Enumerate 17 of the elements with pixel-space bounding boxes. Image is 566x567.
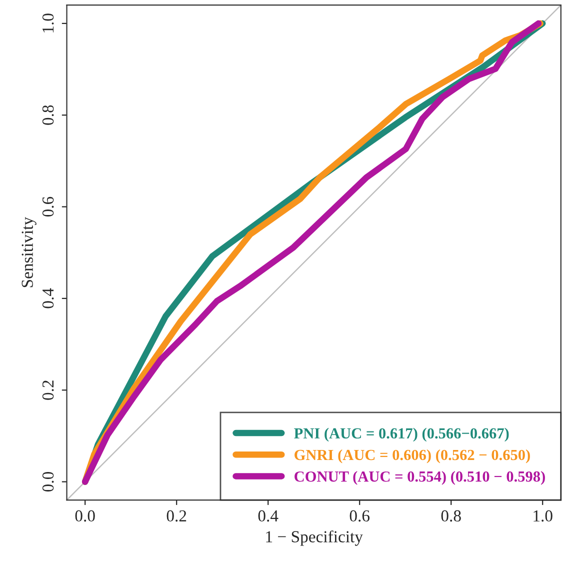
legend-label: PNI (AUC = 0.617) (0.566−0.667) [294, 428, 509, 442]
x-tick-label: 0.8 [441, 510, 461, 522]
y-axis-title: Sensitivity [22, 217, 36, 288]
y-tick-label: 0.6 [42, 196, 54, 217]
legend-label: GNRI (AUC = 0.606) (0.562 − 0.650) [294, 449, 530, 464]
x-tick-label: 0.6 [350, 510, 370, 522]
y-tick-label: 1.0 [42, 14, 54, 32]
x-tick-label: 1.0 [534, 510, 552, 522]
y-tick-label: 0.4 [42, 288, 54, 308]
x-tick-label: 0.4 [258, 510, 278, 522]
y-tick-label: 0.8 [42, 105, 54, 125]
legend-label: CONUT (AUC = 0.554) (0.510 − 0.598) [294, 470, 545, 485]
y-tick-label: 0.0 [42, 472, 54, 492]
x-tick-label: 0.0 [75, 510, 95, 522]
x-tick-label: 0.2 [166, 510, 186, 522]
y-tick-label: 0.2 [42, 380, 54, 400]
x-axis-title: 1 − Specificity [266, 530, 363, 546]
